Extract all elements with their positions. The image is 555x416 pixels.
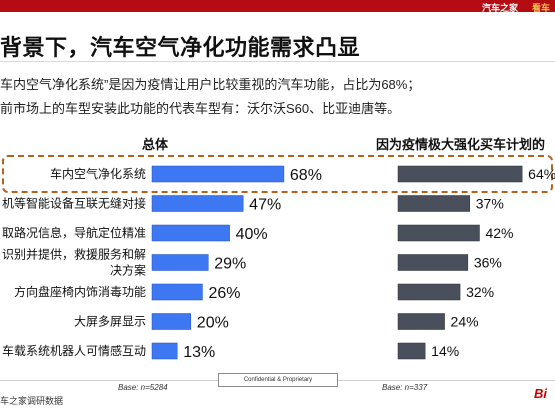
data-label-epidemic: 24%: [451, 314, 479, 330]
bar-epidemic: [397, 313, 445, 330]
bar-overall: [151, 195, 244, 212]
bar-epidemic: [397, 342, 426, 360]
top-brand-bar: 汽车之家 看车: [0, 0, 555, 13]
category-label: 取路况信息，导航定位精准: [2, 225, 146, 240]
confidential-label: Confidential & Proprietary: [218, 373, 338, 387]
data-label-overall: 47%: [249, 197, 281, 214]
category-label: 识别并提供，救援服务和解: [2, 247, 146, 262]
bar-overall: [151, 224, 230, 242]
data-label-overall: 26%: [208, 285, 240, 302]
series-heading-epidemic: 因为疫情极大强化买车计划的: [376, 137, 546, 152]
source-note: 车之家调研数据: [0, 396, 64, 406]
data-label-epidemic: 36%: [474, 255, 502, 271]
category-label: 机等智能设备互联无缝对接: [2, 196, 146, 211]
brand-name: 汽车之家: [482, 3, 519, 13]
data-label-epidemic: 64%: [528, 166, 555, 182]
bar-overall: [151, 342, 178, 360]
data-label-overall: 20%: [197, 315, 229, 332]
base-left: Base: n=5284: [118, 383, 168, 392]
data-label-epidemic: 32%: [466, 284, 494, 300]
description-line-1: 车内空气净化系统”是因为疫情让用户比较重视的汽车功能，占比为68%；: [0, 77, 421, 92]
highlight-frame: [2, 155, 553, 193]
bar-overall: [151, 254, 209, 271]
data-label-epidemic: 14%: [431, 343, 459, 359]
bar-overall: [151, 283, 203, 301]
data-label-overall: 13%: [183, 344, 215, 361]
bar-epidemic: [397, 165, 523, 183]
series-heading-overall: 总体: [142, 137, 169, 152]
data-label-overall: 68%: [290, 167, 322, 184]
category-label: 车载系统机器人可情感互动: [2, 343, 146, 358]
bar-epidemic: [397, 254, 469, 271]
bar-overall: [151, 165, 285, 183]
category-label: 方向盘座椅内饰消毒功能: [14, 284, 146, 299]
page-title: 背景下，汽车空气净化功能需求凸显: [0, 35, 361, 60]
bar-overall: [151, 313, 192, 330]
data-label-epidemic: 37%: [476, 196, 504, 212]
bar-epidemic: [397, 224, 480, 242]
category-label: 决方案: [110, 263, 146, 278]
base-right: Base: n=337: [382, 383, 428, 392]
description-line-2: 前市场上的车型安装此功能的代表车型有：沃尔沃S60、比亚迪唐等。: [0, 101, 401, 116]
title-divider: [0, 61, 555, 62]
bar-epidemic: [397, 195, 471, 212]
corner-logo: Bi: [534, 386, 547, 401]
bar-epidemic: [397, 283, 461, 301]
data-label-epidemic: 42%: [485, 225, 513, 241]
category-label: 大屏多屏显示: [74, 315, 146, 329]
brand-extra: 看车: [532, 3, 551, 13]
data-label-overall: 40%: [236, 226, 268, 243]
data-label-overall: 29%: [214, 256, 246, 273]
category-label: 车内空气净化系统: [50, 166, 146, 181]
